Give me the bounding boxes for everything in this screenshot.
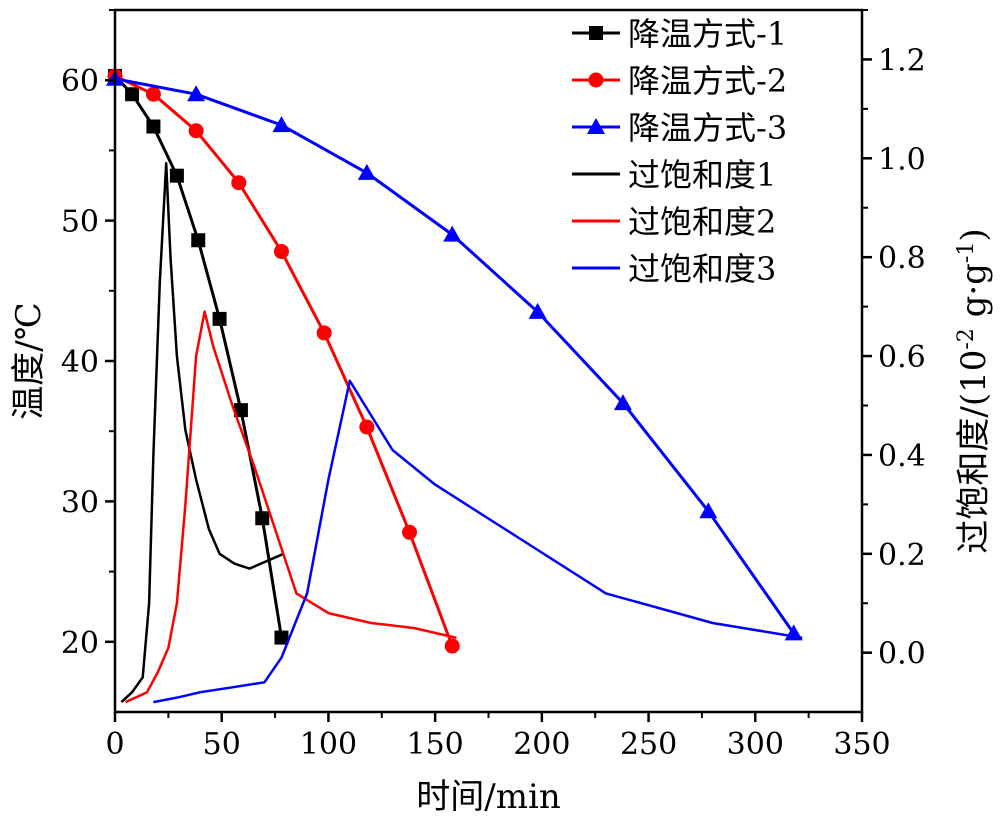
plot-series-layer bbox=[106, 68, 803, 704]
x-tick-label: 100 bbox=[300, 727, 357, 762]
y2-tick-label: 0.6 bbox=[878, 340, 926, 375]
legend-label: 降温方式-2 bbox=[628, 62, 787, 100]
y2-title-part-main: 过饱和度/(10 bbox=[954, 350, 994, 554]
legend-item: 降温方式-2 bbox=[572, 62, 787, 100]
y2-tick-label: 1.2 bbox=[878, 43, 926, 78]
y2-tick-label: 1.0 bbox=[878, 142, 926, 177]
data-point bbox=[191, 233, 206, 248]
y-tick-label: 30 bbox=[61, 485, 99, 520]
legend: 降温方式-1 降温方式-2 降温方式-3 过饱和度1 过饱和度2 过饱和度3 bbox=[572, 15, 787, 288]
y2-title-part-sup1: -2 bbox=[954, 328, 979, 349]
series-3 bbox=[106, 69, 803, 641]
data-point bbox=[145, 86, 161, 102]
legend-marker bbox=[587, 118, 605, 134]
y-axis-left-title: 温度/℃ bbox=[9, 302, 49, 420]
legend-item: 降温方式-1 bbox=[572, 15, 787, 53]
y2-tick-label: 0.2 bbox=[878, 538, 926, 573]
data-point bbox=[233, 403, 248, 418]
data-point bbox=[359, 419, 375, 435]
data-point bbox=[613, 394, 632, 411]
x-axis-title: 时间/min bbox=[416, 777, 560, 817]
y-tick-label: 40 bbox=[61, 345, 99, 380]
x-tick-label: 250 bbox=[620, 727, 677, 762]
legend-label: 降温方式-3 bbox=[628, 109, 787, 147]
y2-title-part-sup2: -1 bbox=[954, 242, 979, 263]
series-line bbox=[153, 379, 803, 704]
series-4 bbox=[120, 162, 285, 704]
y-axis-right: 0.0 0.2 0.4 0.6 0.8 1.0 1.2 bbox=[862, 9, 926, 672]
series-5 bbox=[125, 310, 457, 704]
data-point bbox=[231, 175, 247, 191]
legend-marker bbox=[589, 26, 603, 40]
data-point bbox=[188, 123, 204, 139]
data-point bbox=[125, 87, 140, 102]
y-axis-left: 20 30 40 50 60 bbox=[61, 9, 115, 661]
series-2 bbox=[107, 68, 460, 654]
data-point bbox=[255, 511, 270, 526]
y-axis-right-title: 过饱和度/(10-2 g·g-1) bbox=[954, 228, 994, 553]
series-line bbox=[120, 162, 285, 704]
y2-tick-label: 0.8 bbox=[878, 241, 926, 276]
legend-label: 过饱和度3 bbox=[628, 250, 776, 288]
y2-title-part-end: ) bbox=[954, 228, 994, 241]
series-1 bbox=[108, 68, 289, 645]
legend-item: 过饱和度3 bbox=[572, 250, 776, 288]
legend-label: 过饱和度1 bbox=[628, 156, 776, 194]
legend-label: 过饱和度2 bbox=[628, 203, 776, 241]
legend-marker bbox=[588, 72, 604, 88]
data-point bbox=[402, 524, 418, 540]
data-point bbox=[443, 225, 462, 242]
data-point bbox=[169, 168, 184, 183]
y-tick-label: 20 bbox=[61, 626, 99, 661]
data-point bbox=[272, 116, 291, 133]
series-6 bbox=[153, 379, 803, 704]
y2-tick-label: 0.0 bbox=[878, 637, 926, 672]
y-tick-label: 60 bbox=[61, 64, 99, 99]
series-line bbox=[125, 310, 457, 704]
x-tick-label: 200 bbox=[513, 727, 570, 762]
legend-item: 过饱和度2 bbox=[572, 203, 776, 241]
x-tick-label: 300 bbox=[727, 727, 784, 762]
data-point bbox=[357, 163, 376, 180]
series-line bbox=[113, 74, 283, 638]
y2-tick-label: 0.4 bbox=[878, 439, 926, 474]
x-tick-label: 150 bbox=[407, 727, 464, 762]
data-point bbox=[528, 302, 547, 319]
data-point bbox=[146, 119, 161, 134]
data-point bbox=[699, 502, 718, 519]
x-tick-label: 50 bbox=[203, 727, 241, 762]
x-axis: 0 50 100 150 200 250 300 350 bbox=[105, 712, 891, 762]
data-point bbox=[274, 630, 289, 645]
data-point bbox=[212, 311, 227, 326]
legend-label: 降温方式-1 bbox=[628, 15, 787, 53]
data-point bbox=[444, 638, 460, 654]
series-line bbox=[114, 74, 454, 647]
data-point bbox=[187, 85, 206, 102]
legend-item: 降温方式-3 bbox=[572, 109, 787, 147]
y-tick-label: 50 bbox=[61, 205, 99, 240]
x-tick-label: 0 bbox=[105, 727, 124, 762]
legend-item: 过饱和度1 bbox=[572, 156, 776, 194]
y2-title-part-mid: g·g bbox=[954, 263, 994, 328]
x-tick-label: 350 bbox=[833, 727, 890, 762]
data-point bbox=[316, 325, 332, 341]
data-point bbox=[273, 243, 289, 259]
